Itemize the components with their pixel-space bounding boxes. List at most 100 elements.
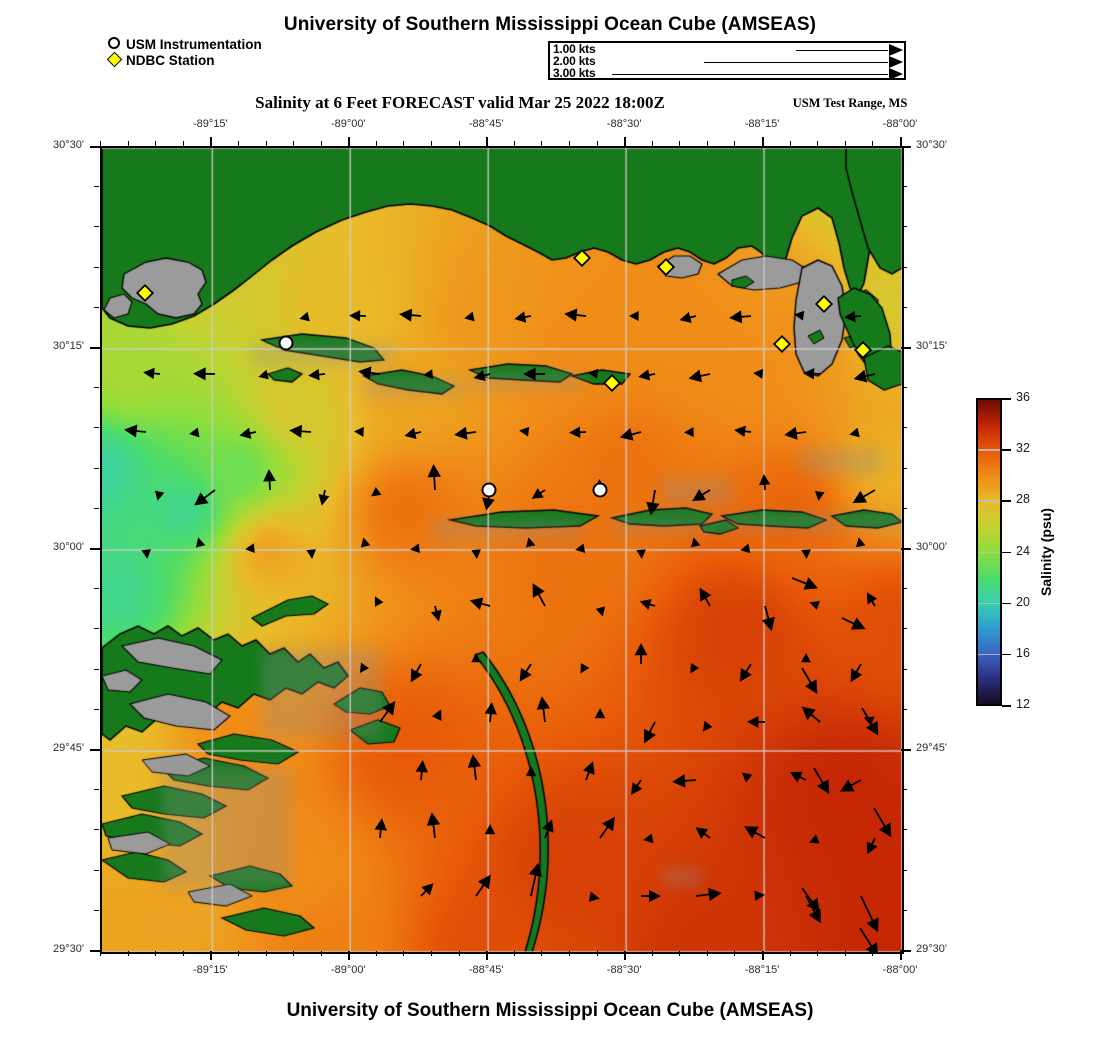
x-axis-tick-label: -88°45'	[468, 964, 504, 976]
axis-minor-tick	[94, 226, 99, 228]
y-axis-tick-label: 29°45'	[916, 742, 947, 754]
ndbc-station-marker[interactable]	[656, 257, 676, 277]
current-vector-arrow	[588, 891, 600, 902]
salinity-heatmap-canvas[interactable]	[102, 148, 902, 952]
colorbar-tick	[1002, 602, 1011, 605]
axis-minor-tick	[94, 950, 99, 951]
usm-instrumentation-marker[interactable]	[278, 335, 294, 351]
current-vector-arrow	[473, 369, 486, 382]
ndbc-station-marker[interactable]	[572, 248, 592, 268]
current-vector-arrow	[194, 492, 209, 506]
current-vector-arrow	[415, 760, 428, 773]
current-vector-arrow	[564, 308, 578, 322]
current-vector-arrow	[690, 662, 700, 674]
current-vector-tail	[201, 489, 216, 501]
current-vector-arrow	[803, 367, 815, 380]
current-vector-tail	[801, 887, 815, 905]
axis-major-tick	[623, 137, 626, 146]
current-vector-arrow	[803, 577, 819, 590]
current-vector-arrow	[844, 310, 856, 323]
current-vector-arrow	[514, 311, 527, 323]
axis-minor-tick	[94, 628, 99, 630]
current-vector-arrow	[519, 426, 530, 437]
current-vector-arrow	[582, 761, 595, 775]
colorbar-level-line	[978, 602, 1000, 605]
current-vector-arrow	[189, 427, 200, 438]
current-vector-arrow	[195, 537, 206, 548]
axis-major-tick	[899, 137, 902, 146]
current-vector-arrow	[477, 874, 491, 890]
current-vector-arrow	[643, 728, 656, 744]
current-vector-arrow	[688, 369, 703, 383]
current-vector-arrow	[789, 771, 803, 783]
current-vector-arrow	[580, 662, 590, 674]
current-vector-arrow	[761, 616, 775, 632]
current-vector-arrow	[636, 549, 646, 559]
axis-minor-tick	[94, 507, 99, 509]
current-vector-arrow	[410, 668, 423, 683]
current-vector-arrow	[124, 424, 138, 438]
x-axis-tick-label: -88°15'	[744, 964, 780, 976]
current-vector-arrow	[684, 427, 694, 438]
current-vector-tail	[536, 591, 546, 607]
current-vector-arrow	[648, 889, 661, 903]
ndbc-station-marker[interactable]	[814, 294, 834, 314]
current-vector-arrow	[729, 310, 743, 324]
colorbar-level-line	[978, 653, 1000, 656]
legend-label-usm: USM Instrumentation	[126, 36, 262, 52]
current-vector-arrow	[360, 537, 371, 548]
current-vector-arrow	[143, 367, 155, 380]
colorbar-tick	[1002, 398, 1011, 400]
current-vector-arrow	[349, 310, 361, 322]
current-vector-arrow	[595, 606, 606, 617]
current-vector-arrow	[308, 368, 320, 381]
colorbar-tick-label: 20	[1016, 594, 1030, 609]
current-vector-arrow	[525, 766, 537, 777]
ndbc-station-marker[interactable]	[602, 373, 622, 393]
current-vector-arrow	[679, 311, 692, 324]
usm-instrumentation-marker[interactable]	[592, 482, 608, 498]
colorbar-level-line	[978, 500, 1000, 502]
colorbar-tick	[1002, 551, 1011, 554]
axis-minor-tick	[94, 708, 99, 710]
colorbar-tick-label: 28	[1016, 492, 1030, 507]
current-vector-arrow	[359, 662, 370, 674]
map-plot-area[interactable]	[100, 146, 904, 954]
current-vector-arrow	[866, 841, 878, 855]
colorbar-level-line	[978, 449, 1000, 451]
x-axis-tick-label: -88°00'	[882, 964, 918, 976]
current-vector-arrow	[601, 816, 615, 832]
current-vector-tail	[530, 872, 537, 897]
axis-major-tick	[209, 137, 212, 146]
current-vector-arrow	[853, 369, 868, 383]
current-vector-arrow	[318, 493, 330, 506]
ndbc-station-marker[interactable]	[135, 283, 155, 303]
legend-item-usm-instrumentation: USM Instrumentation	[106, 36, 262, 52]
current-vector-tail	[860, 895, 875, 924]
current-vector-arrow	[484, 702, 497, 715]
current-vector-tail	[861, 707, 874, 728]
legend-label-ndbc: NDBC Station	[126, 52, 215, 68]
current-vector-arrow	[878, 822, 892, 838]
current-vector-arrow	[646, 501, 660, 516]
current-vector-arrow	[374, 818, 387, 831]
ndbc-station-marker[interactable]	[853, 340, 873, 360]
ndbc-station-marker[interactable]	[772, 334, 792, 354]
usm-instrumentation-marker[interactable]	[481, 482, 497, 498]
current-vector-arrow	[399, 308, 413, 322]
current-vector-arrow	[801, 549, 811, 559]
colorbar-tick	[1002, 449, 1011, 451]
current-vector-arrow	[258, 369, 269, 380]
diamond-marker-icon	[106, 51, 126, 68]
current-vector-arrow	[619, 427, 634, 441]
current-vector-arrow	[141, 549, 151, 559]
axis-minor-tick	[94, 427, 99, 429]
current-vector-arrow	[471, 549, 481, 559]
current-vector-arrow	[643, 833, 654, 844]
current-vector-arrow	[634, 643, 648, 656]
current-vector-arrow	[747, 715, 759, 728]
current-vector-arrow	[464, 311, 475, 322]
vector-legend-row: 3.00 kts	[550, 67, 904, 81]
current-vector-arrow	[809, 600, 820, 611]
current-vector-arrow	[404, 427, 417, 439]
